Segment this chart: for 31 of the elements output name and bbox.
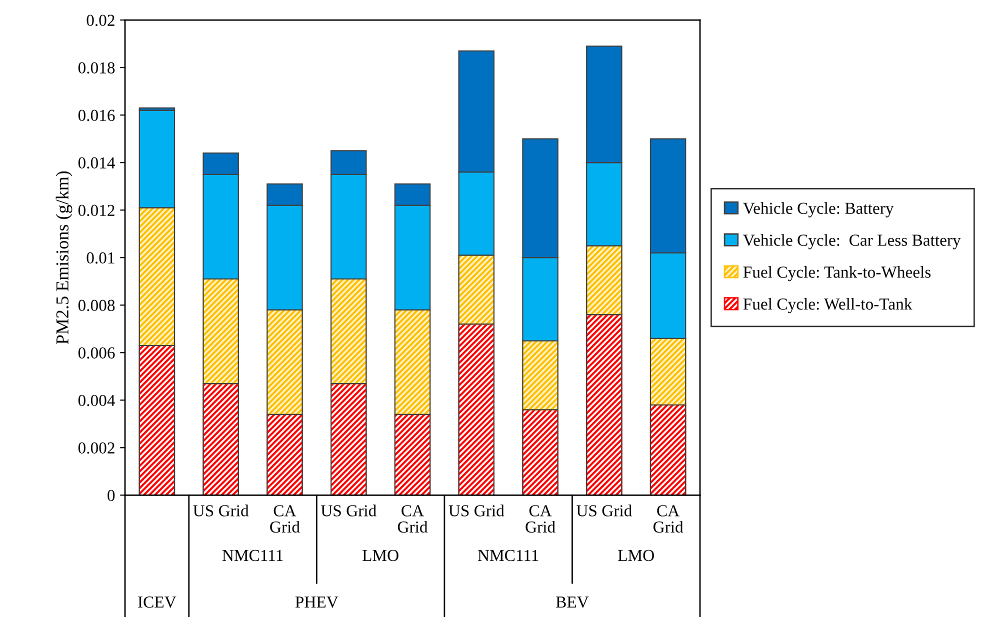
text: ICEV [138,596,176,608]
y-axis-title: PM2.5 Emisions (g/km) [56,171,72,344]
legend-label: Vehicle Cycle: Car Less Battery [743,234,961,250]
text: NMC111 [222,550,283,562]
y-tick-label: 0.002 [78,442,114,454]
y-tick-label: 0 [108,490,115,502]
x-tick-label: US Grid [576,504,632,516]
y-tick-label: 0.012 [78,204,114,216]
y-tick-label: 0.02 [86,14,114,26]
legend-label: Fuel Cycle: Well-to-Tank [743,298,912,314]
legend-label: Vehicle Cycle: Battery [743,202,894,218]
x-tick-label: US Grid [448,504,504,516]
x-tick-label: CA Grid [653,505,684,533]
text: LMO [618,550,654,562]
x-tick-label: US Grid [193,504,249,516]
x-tick-label: CA Grid [398,505,428,533]
x-tick-label: CA Grid [526,505,556,533]
x-tick-label: US Grid [320,504,376,516]
y-tick-label: 0.006 [78,347,115,359]
y-tick-label: 0.008 [78,300,115,312]
x-tick-label: CA Grid [270,505,300,533]
y-tick-label: 0.018 [78,62,115,74]
text: LMO [362,550,398,562]
y-tick-label: 0.016 [78,110,115,122]
y-tick-label: 0.01 [86,252,114,264]
y-tick-label: 0.014 [78,157,116,169]
text: BEV [556,596,589,608]
legend-label: Fuel Cycle: Tank-to-Wheels [743,266,931,282]
text: NMC111 [478,550,538,562]
y-tick-label: 0.004 [78,394,116,406]
text: PHEV [295,596,338,608]
